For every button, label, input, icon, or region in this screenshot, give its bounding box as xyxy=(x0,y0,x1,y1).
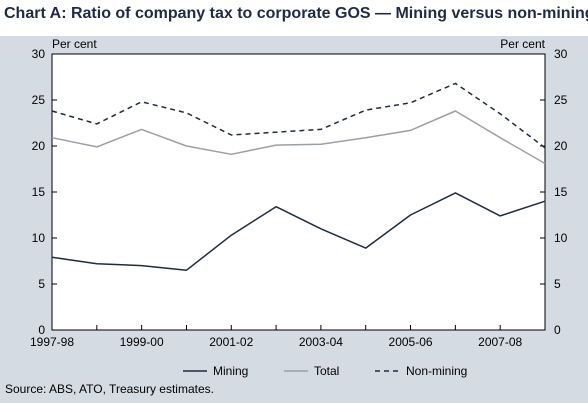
y-tick-label-right: 30 xyxy=(554,47,568,61)
legend-label-mining: Mining xyxy=(213,364,248,378)
y-tick-label-left: 0 xyxy=(38,323,45,337)
x-tick-label: 2005-06 xyxy=(389,335,433,349)
y-tick-label-left: 10 xyxy=(32,231,46,245)
y-tick-label-right: 25 xyxy=(554,93,568,107)
y-tick-label-right: 15 xyxy=(554,185,568,199)
x-tick-label: 1999-00 xyxy=(120,335,164,349)
y-tick-label-right: 10 xyxy=(554,231,568,245)
y-tick-label-left: 30 xyxy=(32,47,46,61)
y-tick-label-left: 25 xyxy=(32,93,46,107)
x-tick-label: 2001-02 xyxy=(209,335,253,349)
series-line-mining xyxy=(51,192,546,271)
x-tick-label: 2003-04 xyxy=(299,335,343,349)
y-tick-label-left: 20 xyxy=(32,139,46,153)
x-tick-label: 1997-98 xyxy=(30,335,74,349)
y-tick-label-left: 15 xyxy=(32,185,46,199)
y-tick-label-right: 20 xyxy=(554,139,568,153)
source-note: Source: ABS, ATO, Treasury estimates. xyxy=(5,382,214,396)
series-line-non-mining xyxy=(51,82,546,149)
x-tick-label: 2007-08 xyxy=(478,335,522,349)
chart-title: Chart A: Ratio of company tax to corpora… xyxy=(4,5,588,22)
y-tick-label-right: 5 xyxy=(554,277,561,291)
right-axis-label: Per cent xyxy=(500,37,545,51)
series-line-total xyxy=(51,110,546,165)
plot-area xyxy=(51,53,546,331)
left-axis-label: Per cent xyxy=(52,37,97,51)
legend-label-non-mining: Non-mining xyxy=(406,364,467,378)
legend-label-total: Total xyxy=(314,364,339,378)
y-tick-label-right: 0 xyxy=(554,323,561,337)
y-tick-label-left: 5 xyxy=(38,277,45,291)
